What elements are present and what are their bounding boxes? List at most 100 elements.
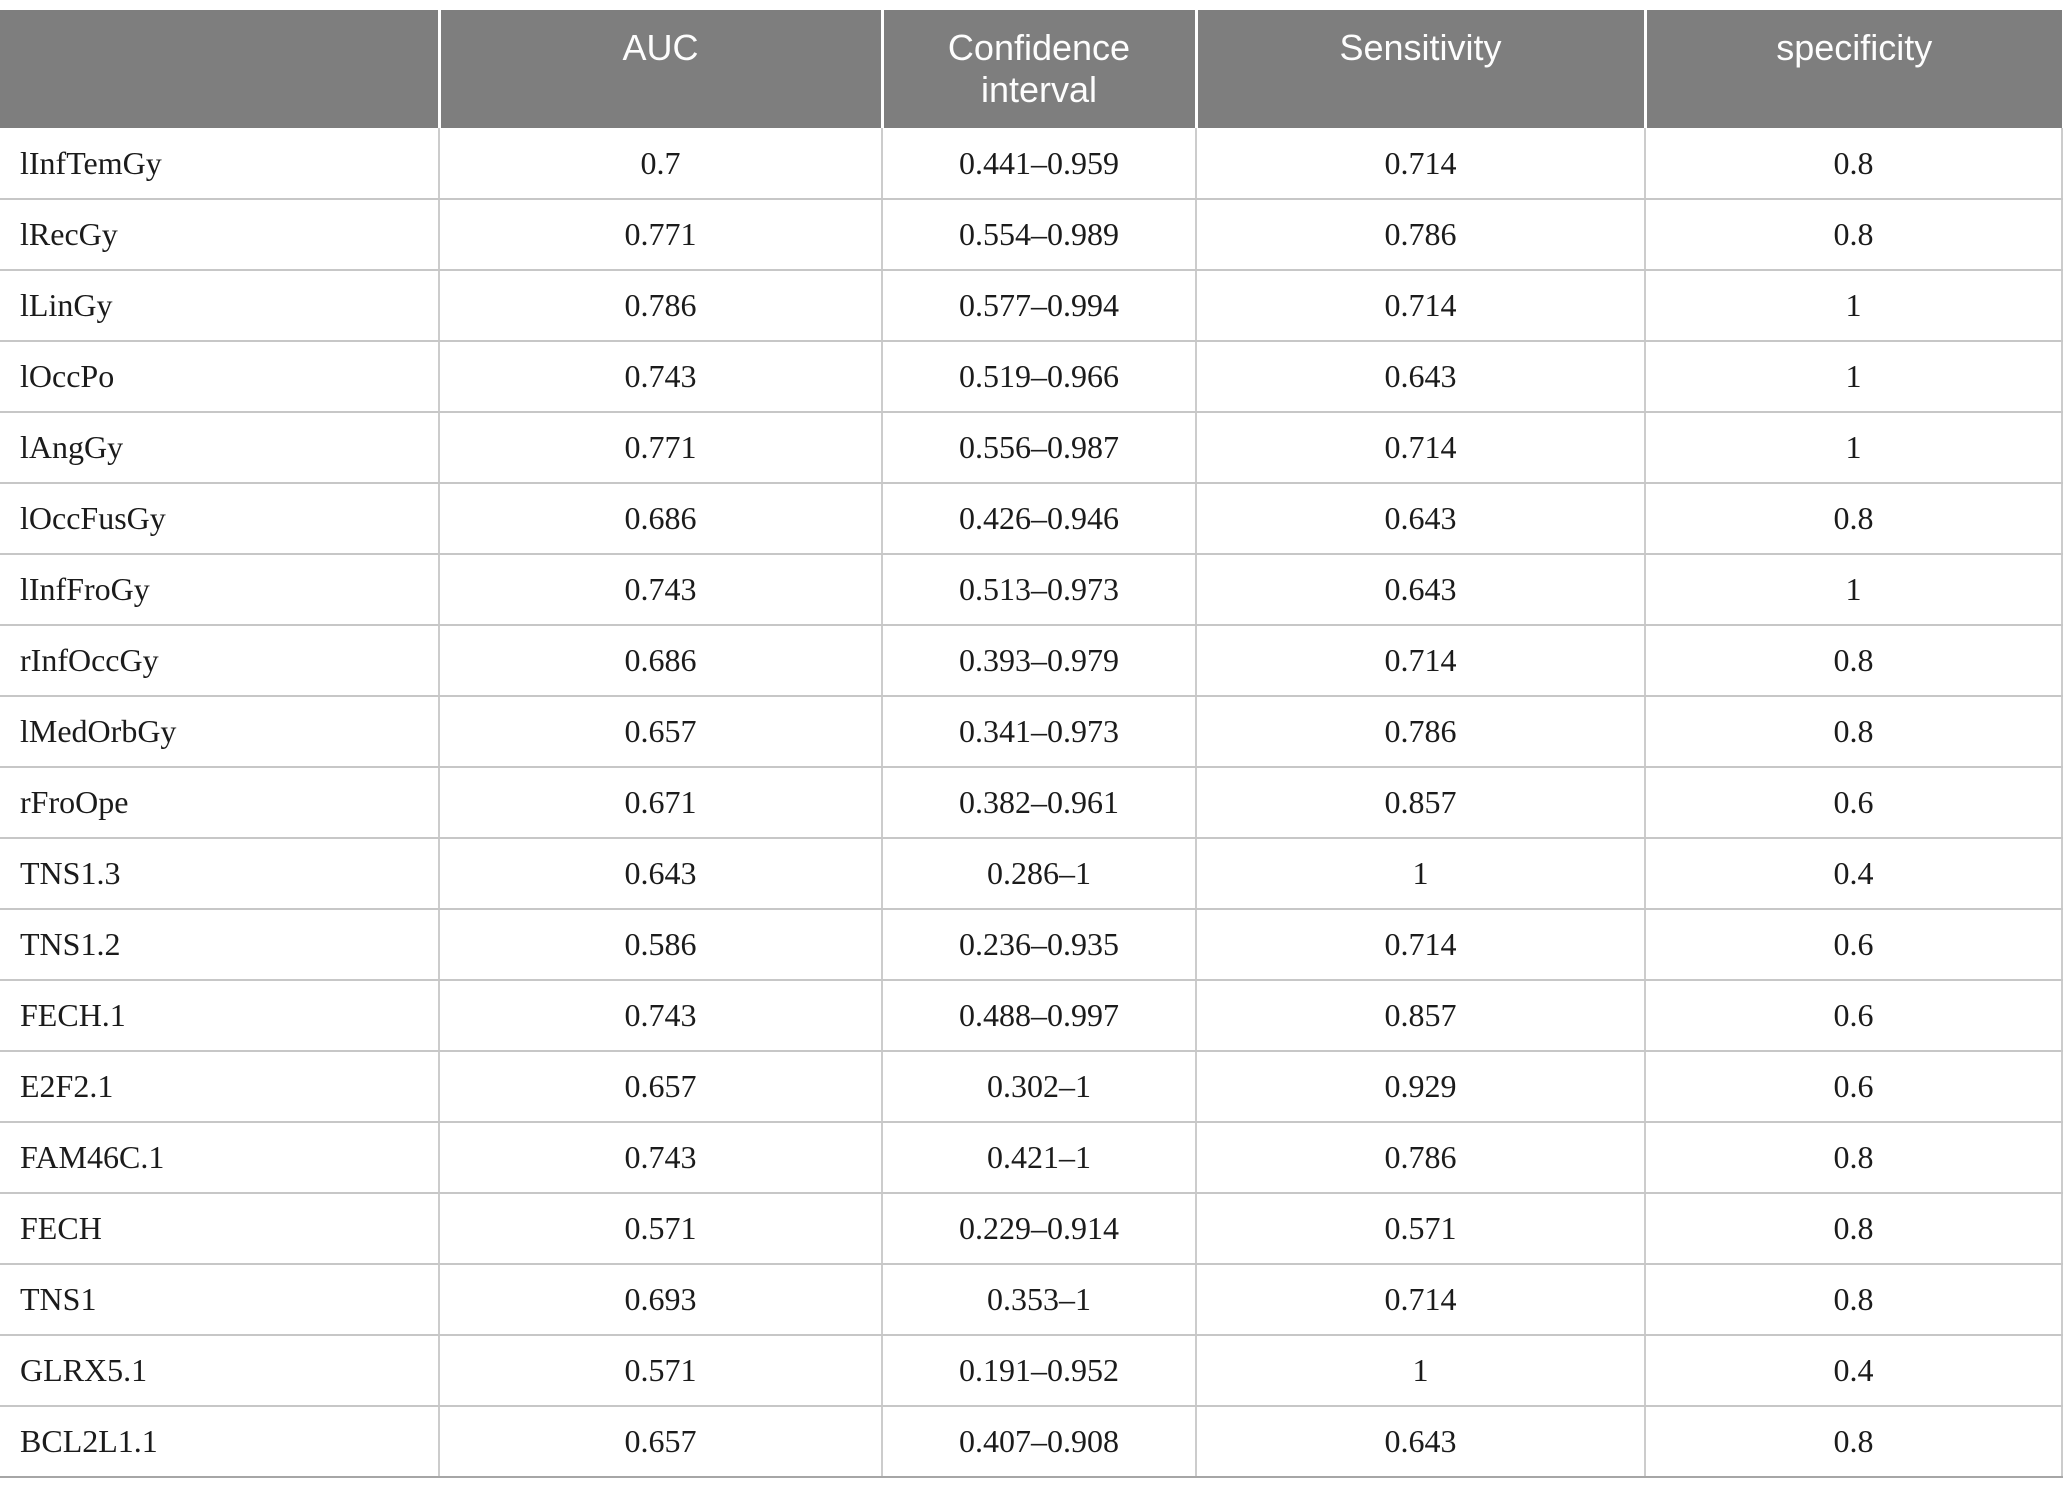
table-row: lOccFusGy 0.686 0.426–0.946 0.643 0.8	[0, 482, 2063, 555]
sensitivity-cell: 0.714	[1195, 1263, 1645, 1336]
table-row: lInfFroGy 0.743 0.513–0.973 0.643 1	[0, 553, 2063, 626]
specificity-cell: 1	[1644, 411, 2063, 484]
confidence-interval-cell: 0.426–0.946	[881, 482, 1196, 555]
specificity-cell: 0.8	[1644, 128, 2063, 200]
header-sensitivity: Sensitivity	[1194, 10, 1645, 128]
row-label: rFroOpe	[0, 766, 439, 839]
sensitivity-cell: 0.643	[1195, 553, 1645, 626]
header-row: AUC Confidence interval Sensitivity spec…	[0, 10, 2062, 128]
table-row: lAngGy 0.771 0.556–0.987 0.714 1	[0, 411, 2063, 484]
auc-cell: 0.771	[438, 411, 882, 484]
specificity-cell: 0.6	[1644, 1050, 2063, 1123]
table-row: rInfOccGy 0.686 0.393–0.979 0.714 0.8	[0, 624, 2063, 697]
confidence-interval-cell: 0.229–0.914	[881, 1192, 1196, 1265]
table-row: GLRX5.1 0.571 0.191–0.952 1 0.4	[0, 1334, 2063, 1407]
sensitivity-cell: 0.857	[1195, 766, 1645, 839]
row-label: lAngGy	[0, 411, 439, 484]
table-row: TNS1.3 0.643 0.286–1 1 0.4	[0, 837, 2063, 910]
confidence-interval-cell: 0.302–1	[881, 1050, 1196, 1123]
row-label: FECH.1	[0, 979, 439, 1052]
row-label: E2F2.1	[0, 1050, 439, 1123]
specificity-cell: 0.8	[1644, 1405, 2063, 1478]
auc-cell: 0.743	[438, 340, 882, 413]
sensitivity-cell: 0.643	[1195, 482, 1645, 555]
auc-cell: 0.693	[438, 1263, 882, 1336]
sensitivity-cell: 0.643	[1195, 1405, 1645, 1478]
table-row: E2F2.1 0.657 0.302–1 0.929 0.6	[0, 1050, 2063, 1123]
table-row: BCL2L1.1 0.657 0.407–0.908 0.643 0.8	[0, 1405, 2063, 1478]
confidence-interval-cell: 0.353–1	[881, 1263, 1196, 1336]
row-label: GLRX5.1	[0, 1334, 439, 1407]
specificity-cell: 0.4	[1644, 1334, 2063, 1407]
row-label: lMedOrbGy	[0, 695, 439, 768]
sensitivity-cell: 0.643	[1195, 340, 1645, 413]
auc-cell: 0.686	[438, 624, 882, 697]
row-label: lInfFroGy	[0, 553, 439, 626]
header-specificity: specificity	[1643, 10, 2062, 128]
sensitivity-cell: 0.786	[1195, 1121, 1645, 1194]
table-row: TNS1.2 0.586 0.236–0.935 0.714 0.6	[0, 908, 2063, 981]
confidence-interval-cell: 0.407–0.908	[881, 1405, 1196, 1478]
auc-cell: 0.771	[438, 198, 882, 271]
sensitivity-cell: 1	[1195, 1334, 1645, 1407]
sensitivity-cell: 0.929	[1195, 1050, 1645, 1123]
header-confidence-interval: Confidence interval	[880, 10, 1196, 128]
confidence-interval-cell: 0.286–1	[881, 837, 1196, 910]
row-label: FECH	[0, 1192, 439, 1265]
confidence-interval-cell: 0.393–0.979	[881, 624, 1196, 697]
row-label: BCL2L1.1	[0, 1405, 439, 1478]
auc-cell: 0.643	[438, 837, 882, 910]
row-label: lRecGy	[0, 198, 439, 271]
row-label: lOccFusGy	[0, 482, 439, 555]
table-row: lLinGy 0.786 0.577–0.994 0.714 1	[0, 269, 2063, 342]
confidence-interval-cell: 0.236–0.935	[881, 908, 1196, 981]
table-row: FECH.1 0.743 0.488–0.997 0.857 0.6	[0, 979, 2063, 1052]
auc-cell: 0.657	[438, 695, 882, 768]
auc-cell: 0.743	[438, 1121, 882, 1194]
auc-cell: 0.743	[438, 553, 882, 626]
confidence-interval-cell: 0.577–0.994	[881, 269, 1196, 342]
specificity-cell: 0.8	[1644, 198, 2063, 271]
auc-cell: 0.743	[438, 979, 882, 1052]
sensitivity-cell: 0.786	[1195, 695, 1645, 768]
specificity-cell: 0.8	[1644, 624, 2063, 697]
auc-cell: 0.586	[438, 908, 882, 981]
auc-cell: 0.657	[438, 1050, 882, 1123]
sensitivity-cell: 0.714	[1195, 624, 1645, 697]
row-label: lOccPo	[0, 340, 439, 413]
sensitivity-cell: 0.786	[1195, 198, 1645, 271]
auc-cell: 0.657	[438, 1405, 882, 1478]
sensitivity-cell: 0.714	[1195, 908, 1645, 981]
table-row: lRecGy 0.771 0.554–0.989 0.786 0.8	[0, 198, 2063, 271]
roc-metrics-table: AUC Confidence interval Sensitivity spec…	[0, 10, 2063, 1478]
specificity-cell: 0.6	[1644, 979, 2063, 1052]
confidence-interval-cell: 0.341–0.973	[881, 695, 1196, 768]
sensitivity-cell: 1	[1195, 837, 1645, 910]
specificity-cell: 1	[1644, 553, 2063, 626]
row-label: TNS1.2	[0, 908, 439, 981]
specificity-cell: 0.8	[1644, 695, 2063, 768]
sensitivity-cell: 0.857	[1195, 979, 1645, 1052]
specificity-cell: 1	[1644, 340, 2063, 413]
confidence-interval-cell: 0.488–0.997	[881, 979, 1196, 1052]
confidence-interval-cell: 0.519–0.966	[881, 340, 1196, 413]
row-label: rInfOccGy	[0, 624, 439, 697]
sensitivity-cell: 0.714	[1195, 269, 1645, 342]
table-row: TNS1 0.693 0.353–1 0.714 0.8	[0, 1263, 2063, 1336]
row-label: lInfTemGy	[0, 128, 439, 200]
confidence-interval-cell: 0.556–0.987	[881, 411, 1196, 484]
sensitivity-cell: 0.714	[1195, 128, 1645, 200]
confidence-interval-cell: 0.421–1	[881, 1121, 1196, 1194]
specificity-cell: 0.8	[1644, 1192, 2063, 1265]
auc-cell: 0.686	[438, 482, 882, 555]
specificity-cell: 0.8	[1644, 1121, 2063, 1194]
table-row: FAM46C.1 0.743 0.421–1 0.786 0.8	[0, 1121, 2063, 1194]
auc-cell: 0.786	[438, 269, 882, 342]
confidence-interval-cell: 0.554–0.989	[881, 198, 1196, 271]
specificity-cell: 1	[1644, 269, 2063, 342]
header-auc: AUC	[437, 10, 882, 128]
auc-cell: 0.671	[438, 766, 882, 839]
specificity-cell: 0.6	[1644, 908, 2063, 981]
row-label: TNS1.3	[0, 837, 439, 910]
